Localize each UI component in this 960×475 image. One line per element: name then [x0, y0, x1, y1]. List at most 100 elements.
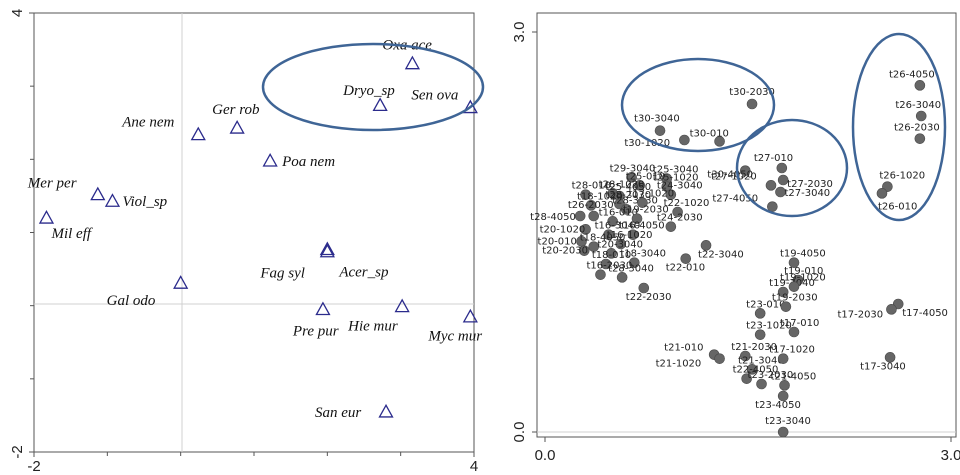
site-label: t23-010: [746, 299, 785, 310]
site-marker: [637, 197, 648, 208]
species-x-tick-label: 4: [470, 458, 478, 475]
site-label: t30-2030: [729, 87, 775, 98]
site-marker: [741, 373, 752, 384]
site-label: t24-2030: [657, 213, 703, 224]
site-label: t25-4050: [605, 182, 651, 193]
site-marker: [777, 174, 789, 186]
species-marker: [394, 298, 410, 313]
site-marker: [588, 210, 600, 222]
site-label: t30-010: [690, 128, 729, 139]
site-label: t23-1020: [746, 321, 792, 332]
site-label: t28-3030: [612, 195, 658, 206]
site-marker: [588, 241, 600, 252]
site-marker: [679, 134, 690, 146]
site-marker: [739, 350, 751, 362]
site-label: t20-010: [538, 236, 577, 247]
species-label: Myc mur: [427, 329, 482, 345]
species-label: Mer per: [27, 175, 77, 191]
site-label: t29-3040: [610, 163, 656, 174]
species-marker: [404, 55, 421, 70]
site-label: t28-2030: [605, 190, 651, 201]
site-label: t26-2030: [568, 200, 614, 211]
site-label: t23-4050: [755, 400, 801, 411]
site-marker: [776, 162, 788, 174]
site-label: t28-010: [572, 181, 611, 192]
site-marker: [620, 204, 632, 215]
species-label: Sen ova: [411, 87, 458, 103]
species-y-tick-label: 4: [9, 9, 26, 17]
site-highlight-ellipse-top: [620, 57, 776, 153]
site-label: t18-3040: [620, 249, 666, 260]
site-marker: [627, 229, 639, 240]
site-y-tick-label: 0.0: [511, 422, 528, 443]
site-marker: [780, 301, 792, 312]
site-ticks: 0.0 3.0 3.0 0.0: [511, 22, 960, 464]
species-label: Pre pur: [292, 323, 339, 339]
site-x-tick-label: 3.0: [941, 447, 960, 464]
site-label: t16-2030: [586, 261, 632, 272]
site-marker: [739, 165, 751, 176]
species-label: Ane nem: [121, 114, 174, 130]
site-marker: [884, 352, 896, 363]
site-marker: [607, 216, 618, 227]
site-label: t25-1020: [653, 173, 699, 184]
site-label: t16-1020: [607, 230, 653, 241]
site-label: t26-3040: [895, 100, 941, 111]
species-plot-frame: [33, 12, 475, 453]
site-marker: [680, 253, 692, 264]
site-marker: [595, 269, 606, 280]
species-x-tick-label: -2: [27, 458, 40, 475]
site-marker: [788, 257, 800, 268]
site-label: t30-3040: [634, 114, 680, 125]
site-label: t28-4050: [530, 212, 576, 223]
site-label: t17-3040: [860, 361, 906, 372]
site-label: t26-4050: [889, 69, 935, 80]
site-marker: [600, 258, 612, 270]
species-label: Ger rob: [212, 102, 260, 118]
site-label: t22-010: [666, 263, 705, 274]
species-marker: [462, 308, 478, 323]
site-label: t25-010: [626, 171, 665, 182]
site-label: t16-3040: [595, 221, 641, 232]
site-marker: [580, 189, 591, 200]
site-marker: [788, 326, 800, 338]
species-marker: [315, 301, 331, 316]
site-marker: [634, 180, 646, 191]
species-label: Hie mur: [347, 318, 398, 334]
site-marker: [914, 133, 926, 144]
site-label: t26-010: [878, 201, 917, 212]
site-label: t16-010: [599, 207, 638, 218]
site-label: t27-3040: [784, 188, 830, 199]
site-marker: [574, 210, 586, 222]
site-marker: [654, 125, 666, 136]
site-marker: [603, 229, 614, 240]
site-label: t18-1020: [577, 191, 623, 202]
site-label: t17-1020: [769, 345, 815, 356]
site-label: t21-2030: [731, 342, 777, 353]
site-marker: [616, 272, 628, 283]
species-marker: [372, 97, 388, 112]
site-plot: 0.0 3.03.00.0 t26-4050t26-3040t26-2030t26…: [511, 12, 960, 464]
site-marker: [779, 380, 790, 391]
species-marker: [104, 193, 121, 207]
site-marker: [767, 201, 778, 212]
site-marker: [777, 426, 789, 438]
species-label: Viol_sp: [122, 194, 167, 210]
species-marker: [38, 210, 55, 224]
site-marker: [876, 188, 888, 199]
site-label: t22-4050: [733, 365, 779, 376]
site-label: t27-4050: [712, 194, 758, 205]
site-marker: [626, 172, 637, 183]
species-marker: [229, 120, 245, 134]
site-label: t17-4050: [902, 308, 948, 319]
species-label: Acer_sp: [338, 265, 389, 281]
species-marker: [190, 126, 206, 141]
site-label: t19-2030: [623, 205, 669, 216]
species-label: Fag syl: [259, 265, 305, 281]
site-marker: [606, 248, 617, 259]
site-label: t17-1020: [628, 189, 674, 200]
site-marker: [714, 136, 725, 147]
site-marker: [665, 189, 677, 200]
site-marker: [886, 304, 897, 315]
